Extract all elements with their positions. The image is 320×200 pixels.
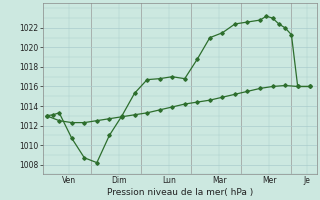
- X-axis label: Pression niveau de la mer( hPa ): Pression niveau de la mer( hPa ): [107, 188, 253, 197]
